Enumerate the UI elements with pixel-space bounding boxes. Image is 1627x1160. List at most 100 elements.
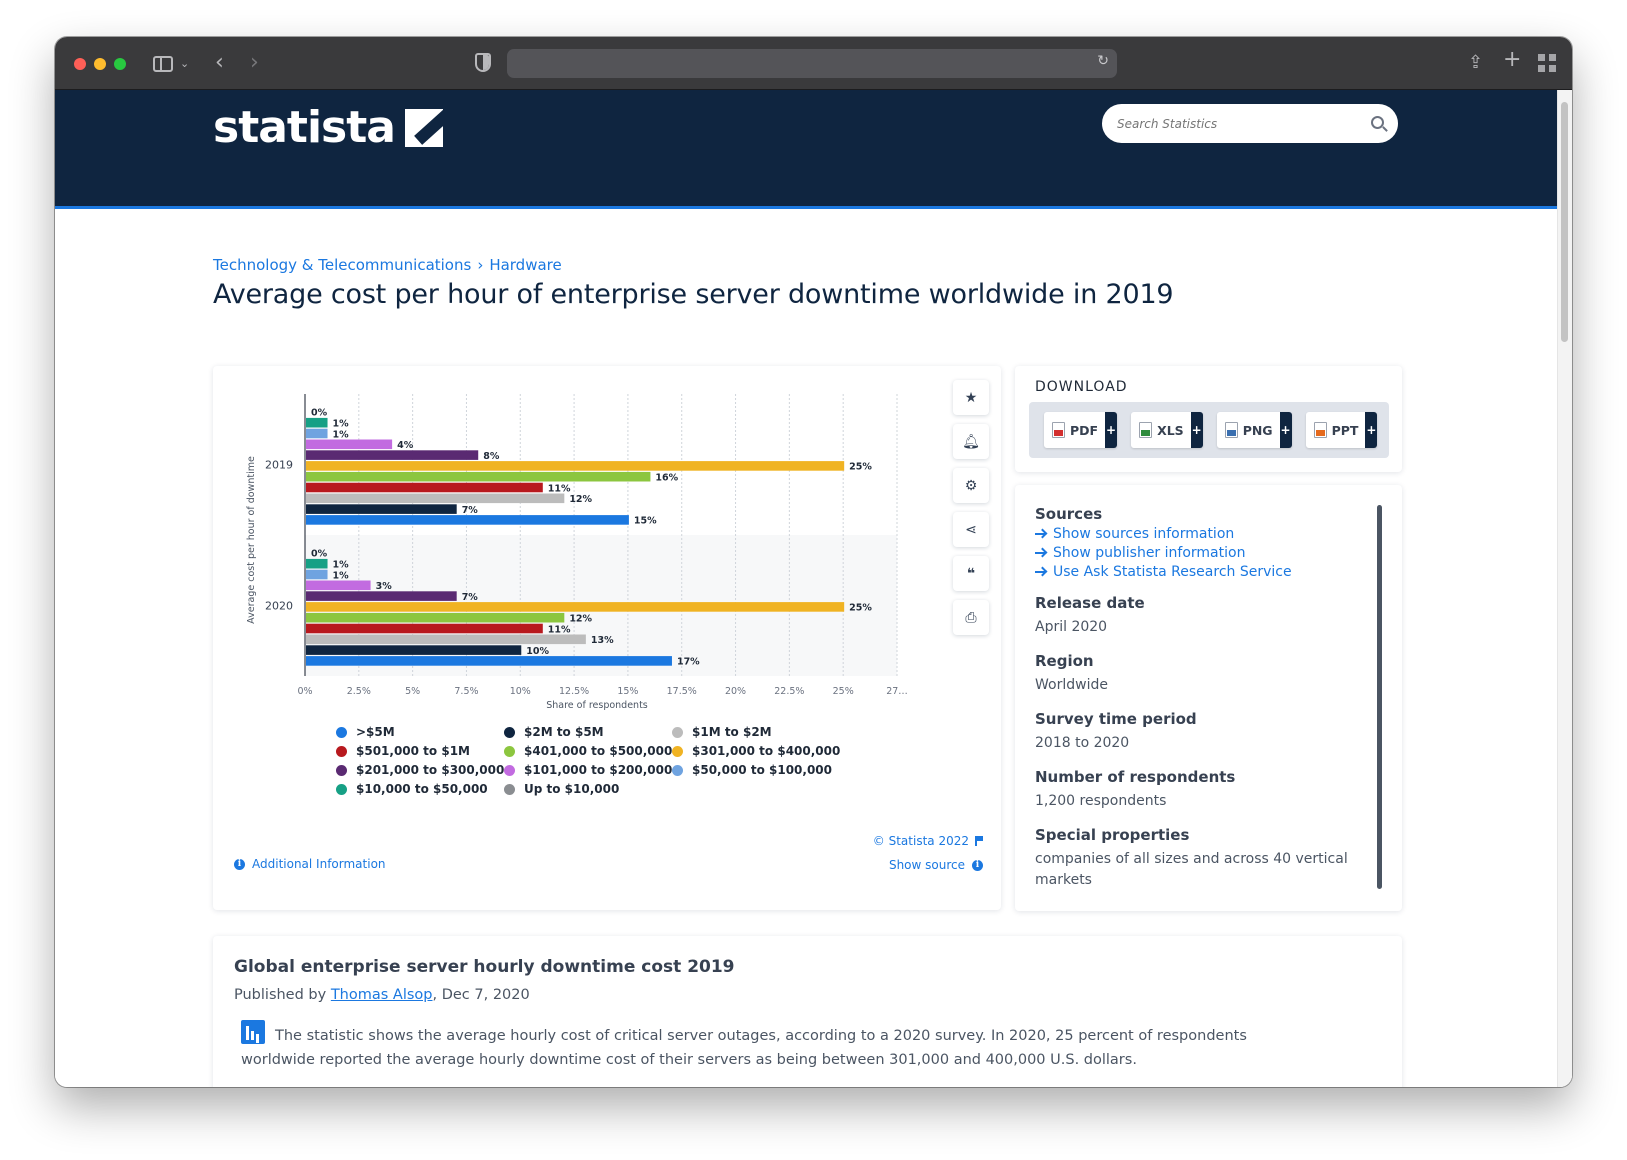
legend-label: $50,000 to $100,000 xyxy=(692,763,832,777)
xls-file-icon xyxy=(1139,422,1153,438)
privacy-shield-icon[interactable] xyxy=(475,53,491,72)
sidebar-toggle-icon[interactable] xyxy=(153,56,173,72)
favorite-button[interactable]: ★ xyxy=(953,380,989,415)
page-scrollbar[interactable] xyxy=(1557,90,1572,1087)
print-button[interactable]: ⎙ xyxy=(953,600,989,635)
breadcrumb-separator: › xyxy=(477,256,484,274)
legend-item[interactable]: >$5M xyxy=(336,724,504,740)
search-icon[interactable] xyxy=(1371,116,1384,129)
forward-icon[interactable]: › xyxy=(250,50,259,75)
author-link[interactable]: Thomas Alsop xyxy=(330,987,433,1003)
search-box[interactable] xyxy=(1102,104,1398,143)
statistic-info-card: Sources Show sources information Show pu… xyxy=(1015,485,1402,911)
legend-item[interactable]: $50,000 to $100,000 xyxy=(672,762,840,778)
x-tick-label: 22.5% xyxy=(774,686,804,697)
bar xyxy=(306,558,328,569)
share-icon: ⋖ xyxy=(965,521,977,538)
bar-value-label: 11% xyxy=(548,483,571,494)
x-tick-label: 20% xyxy=(725,686,746,697)
reload-icon[interactable]: ↻ xyxy=(1097,53,1109,69)
info-icon: i xyxy=(972,859,983,871)
info-icon: i xyxy=(234,858,245,870)
info-scrollbar[interactable] xyxy=(1377,505,1382,889)
show-publisher-link[interactable]: Show publisher information xyxy=(1035,545,1365,561)
bar-chart: 0% 2.5% 5% 7.5% 10% 12.5% 15% 17.5% 20% 22.5% 25% 2… xyxy=(246,394,908,711)
share-icon[interactable]: ⇪ xyxy=(1468,52,1484,73)
x-tick-label: 15% xyxy=(617,686,638,697)
bar-value-label: 7% xyxy=(462,592,479,603)
legend-item[interactable]: $301,000 to $400,000 xyxy=(672,743,840,759)
download-label: PNG xyxy=(1242,422,1273,438)
legend-label: $10,000 to $50,000 xyxy=(356,782,488,796)
legend-item[interactable]: $401,000 to $500,000 xyxy=(504,743,672,759)
legend-color-dot xyxy=(504,726,515,738)
page-scrollbar-thumb[interactable] xyxy=(1561,102,1568,342)
new-tab-icon[interactable]: + xyxy=(1503,47,1522,72)
logo-text: statista xyxy=(213,102,396,153)
legend-item[interactable]: Up to $10,000 xyxy=(504,781,672,797)
bar-value-label: 25% xyxy=(849,603,872,614)
bar-value-label: 11% xyxy=(548,624,571,635)
download-pdf-button[interactable]: PDF + xyxy=(1044,412,1118,448)
legend-color-dot xyxy=(504,783,515,795)
bar-value-label: 7% xyxy=(462,505,479,516)
bar xyxy=(306,580,371,591)
search-input[interactable] xyxy=(1117,114,1357,134)
minimize-window-button[interactable] xyxy=(94,58,106,70)
breadcrumb-item-hardware[interactable]: Hardware xyxy=(489,256,562,274)
bar xyxy=(306,634,586,645)
bar-value-label: 8% xyxy=(483,451,500,462)
region-value: Worldwide xyxy=(1035,677,1108,693)
description-title: Global enterprise server hourly downtime… xyxy=(234,957,735,977)
plus-icon[interactable]: + xyxy=(1279,412,1292,448)
legend-item[interactable]: $2M to $5M xyxy=(504,724,672,740)
zoom-window-button[interactable] xyxy=(114,58,126,70)
info-scroll-area[interactable]: Sources Show sources information Show pu… xyxy=(1035,505,1365,895)
x-tick-label: 2.5% xyxy=(347,686,371,697)
notify-button[interactable]: 🔔︎ xyxy=(953,424,989,459)
page-title: Average cost per hour of enterprise serv… xyxy=(213,279,1174,310)
legend-color-dot xyxy=(672,764,683,776)
address-bar[interactable]: ↻ xyxy=(507,49,1117,78)
arrow-right-icon xyxy=(1035,552,1045,554)
download-bar: PDF + XLS + PNG + PPT + xyxy=(1029,402,1389,458)
back-icon[interactable]: ‹ xyxy=(215,50,224,75)
legend-label: $401,000 to $500,000 xyxy=(524,744,673,758)
download-label: PPT xyxy=(1331,422,1359,438)
plus-icon[interactable]: + xyxy=(1105,412,1118,448)
bar-value-label: 17% xyxy=(677,657,700,668)
chart-copyright[interactable]: © Statista 2022 xyxy=(873,834,983,848)
flag-icon xyxy=(975,836,983,846)
download-xls-button[interactable]: XLS + xyxy=(1131,412,1203,448)
close-window-button[interactable] xyxy=(74,58,86,70)
chevron-down-icon[interactable]: ⌄ xyxy=(180,57,190,70)
quote-icon: ❝ xyxy=(966,565,976,582)
plus-icon[interactable]: + xyxy=(1365,412,1378,448)
arrow-right-icon xyxy=(1035,533,1045,535)
special-properties-value: companies of all sizes and across 40 ver… xyxy=(1035,851,1348,888)
legend-item[interactable]: $501,000 to $1M xyxy=(336,743,504,759)
research-service-link[interactable]: Use Ask Statista Research Service xyxy=(1035,564,1365,580)
legend-label: $101,000 to $200,000 xyxy=(524,763,673,777)
bar xyxy=(306,428,328,439)
settings-button[interactable]: ⚙ xyxy=(953,468,989,503)
legend-item[interactable]: $10,000 to $50,000 xyxy=(336,781,504,797)
statista-logo[interactable]: statista xyxy=(213,102,443,153)
show-sources-link[interactable]: Show sources information xyxy=(1035,526,1365,542)
star-icon: ★ xyxy=(964,389,978,406)
legend-item[interactable]: $101,000 to $200,000 xyxy=(504,762,672,778)
cite-button[interactable]: ❝ xyxy=(953,556,989,591)
share-button[interactable]: ⋖ xyxy=(953,512,989,547)
legend-item[interactable]: $201,000 to $300,000 xyxy=(336,762,504,778)
plus-icon[interactable]: + xyxy=(1190,412,1203,448)
additional-information-link[interactable]: i Additional Information xyxy=(234,857,386,871)
download-png-button[interactable]: PNG + xyxy=(1216,412,1292,448)
tab-overview-icon[interactable] xyxy=(1538,54,1556,72)
x-axis-title: Share of respondents xyxy=(546,700,648,711)
download-ppt-button[interactable]: PPT + xyxy=(1305,412,1378,448)
x-tick-label: 0% xyxy=(297,686,312,697)
show-source-link[interactable]: Show source i xyxy=(889,858,983,872)
legend-label: $2M to $5M xyxy=(524,725,604,739)
breadcrumb-item-technology[interactable]: Technology & Telecommunications xyxy=(213,256,472,274)
legend-item[interactable]: $1M to $2M xyxy=(672,724,840,740)
